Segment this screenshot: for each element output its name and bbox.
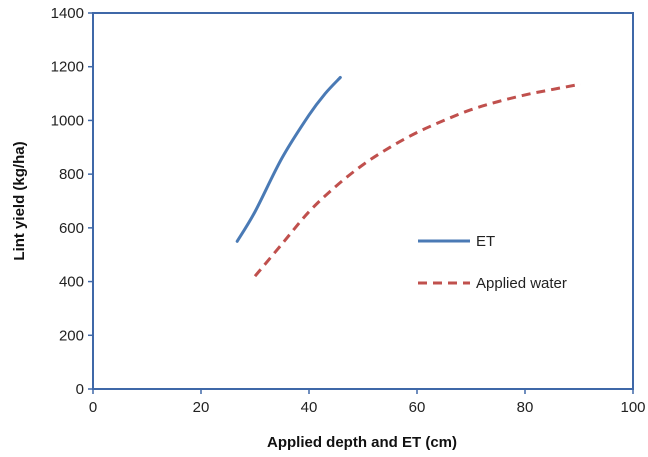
y-tick-label: 0 (76, 381, 84, 398)
x-tick-label: 60 (409, 399, 426, 416)
y-tick-label: 200 (59, 327, 84, 344)
y-axis: 0 200 400 600 800 1000 1200 1400 (51, 5, 93, 398)
x-axis: 0 20 40 60 80 100 (89, 389, 646, 416)
y-tick-label: 1000 (51, 112, 84, 129)
y-tick-label: 1200 (51, 59, 84, 76)
series-layer (235, 75, 581, 278)
y-tick-label: 600 (59, 220, 84, 237)
series-line-et (235, 75, 342, 243)
legend: ET Applied water (418, 233, 567, 292)
x-tick-label: 80 (517, 399, 534, 416)
x-tick-label: 20 (193, 399, 210, 416)
y-axis-title: Lint yield (kg/ha) (11, 141, 28, 260)
x-tick-label: 100 (620, 399, 645, 416)
x-axis-title: Applied depth and ET (cm) (267, 434, 457, 451)
x-tick-label: 40 (301, 399, 318, 416)
y-tick-label: 400 (59, 274, 84, 291)
legend-label: ET (476, 233, 495, 250)
plot-frame (92, 12, 634, 390)
x-tick-label: 0 (89, 399, 97, 416)
series-line-applied-water (253, 82, 581, 278)
y-tick-label: 1400 (51, 5, 84, 22)
legend-label: Applied water (476, 275, 567, 292)
y-tick-label: 800 (59, 166, 84, 183)
